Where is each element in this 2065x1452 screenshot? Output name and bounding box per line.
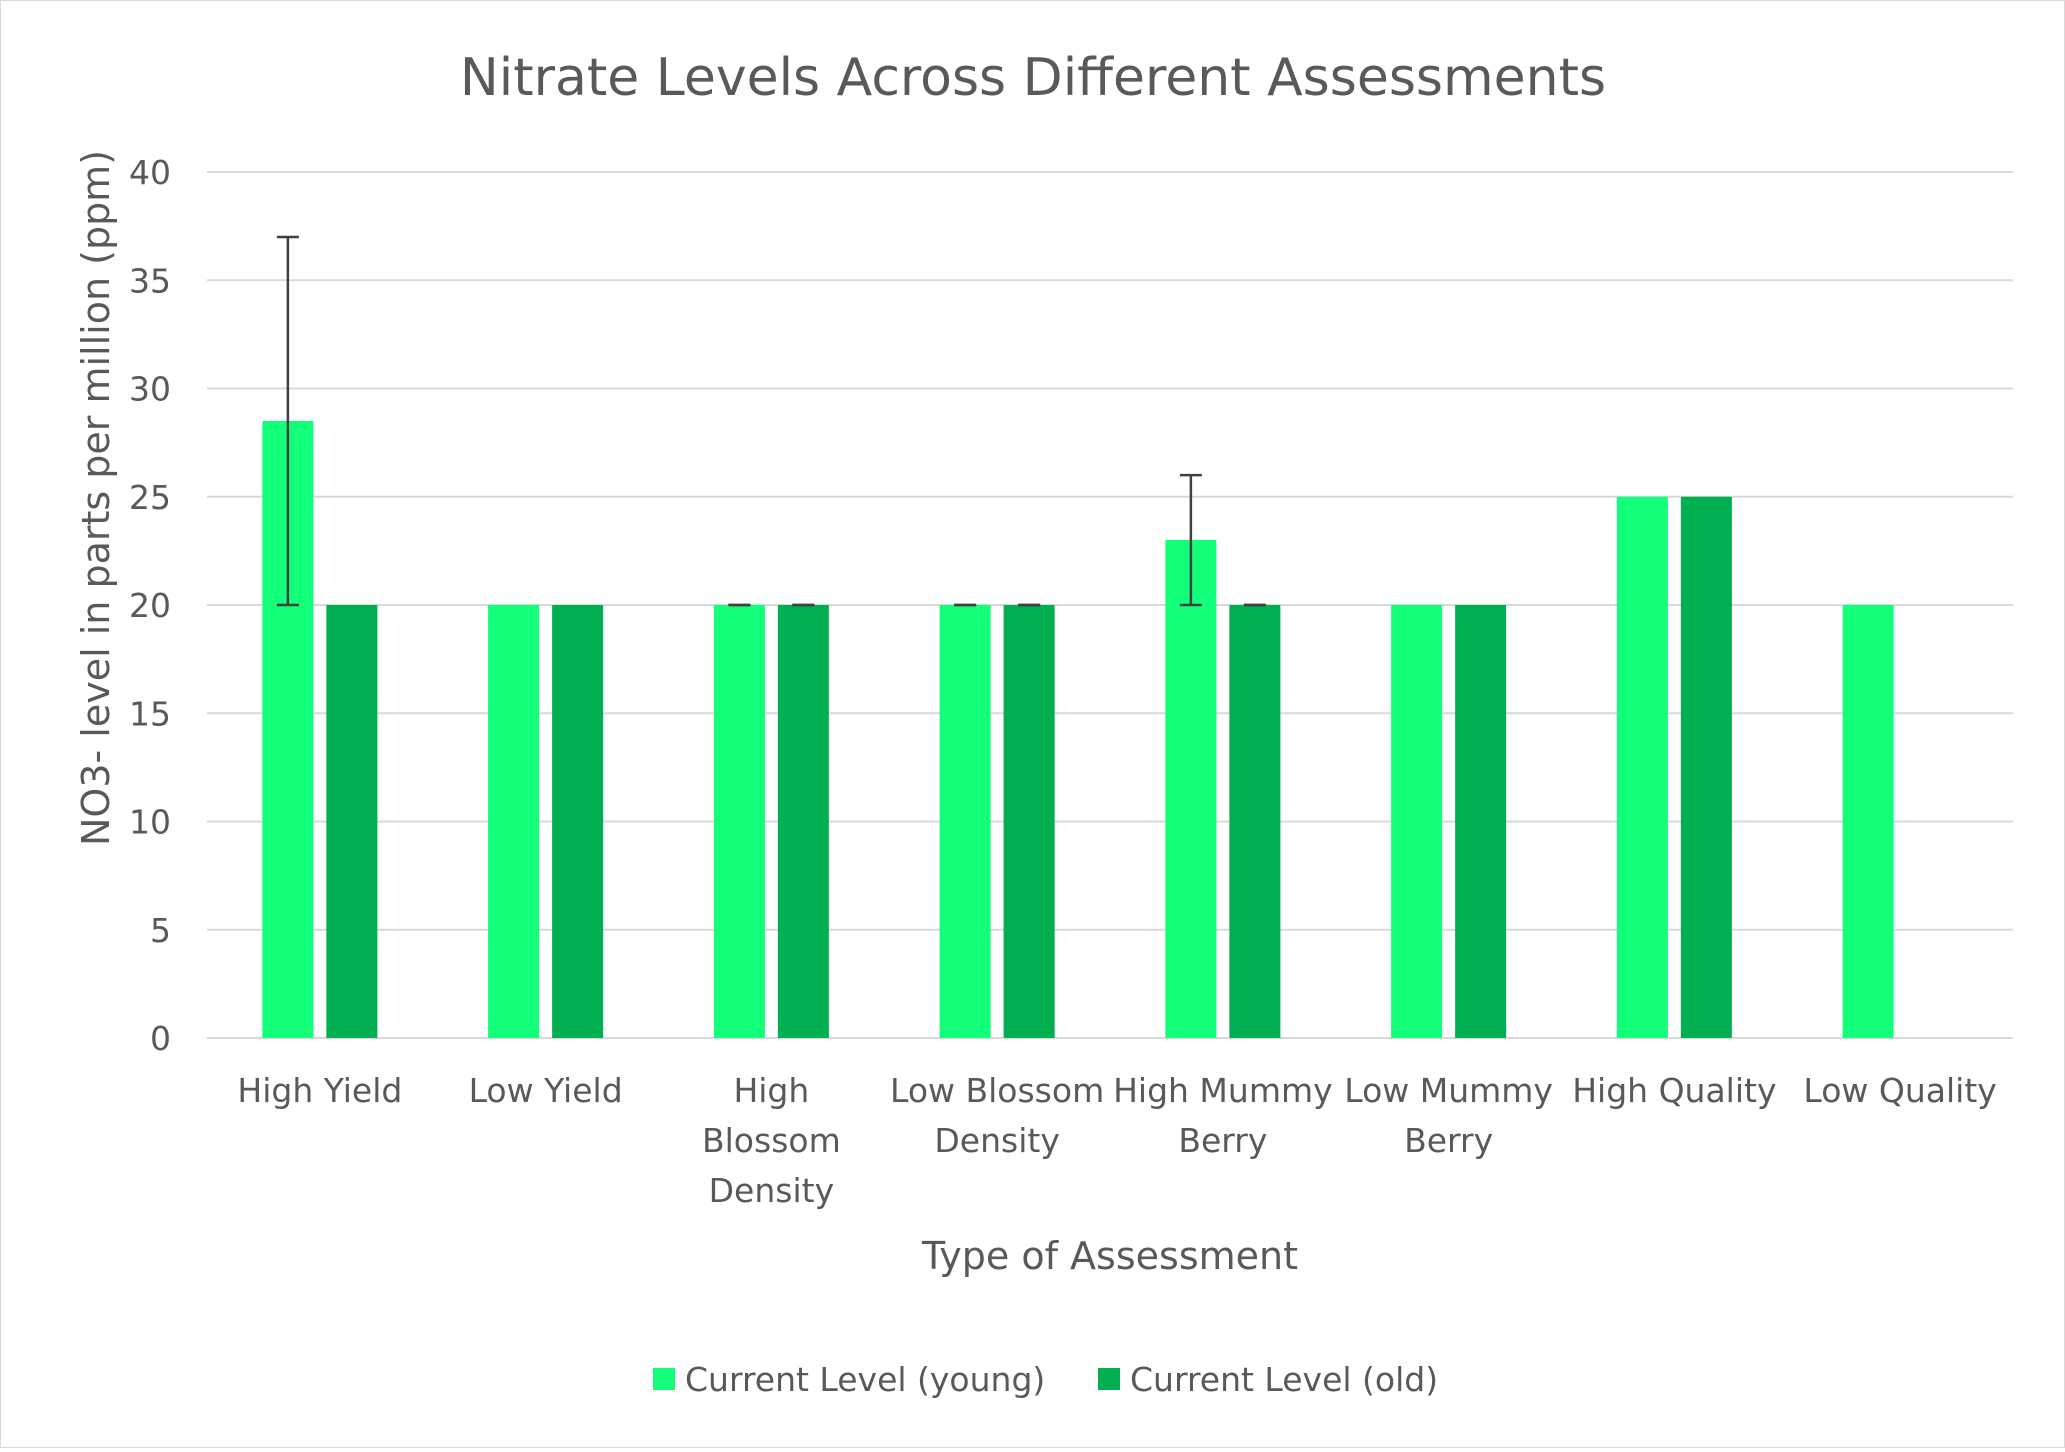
bar-old bbox=[1003, 605, 1055, 1038]
y-tick-label: 30 bbox=[129, 370, 171, 409]
bar-young bbox=[1616, 496, 1668, 1038]
legend-item: Current Level (old) bbox=[1098, 1360, 1438, 1399]
x-category-label: Berry bbox=[1178, 1121, 1267, 1160]
x-category-label: Density bbox=[934, 1121, 1059, 1160]
bar-young bbox=[939, 605, 991, 1038]
gridlines bbox=[207, 171, 2013, 1039]
x-category-label: Low Yield bbox=[469, 1071, 623, 1110]
bar-old bbox=[1455, 605, 1507, 1038]
x-category-label: Low Blossom bbox=[890, 1071, 1104, 1110]
x-axis-title: Type of Assessment bbox=[921, 1234, 1298, 1278]
y-tick-label: 5 bbox=[150, 911, 171, 950]
bar-young bbox=[1842, 605, 1894, 1038]
x-category-label: High bbox=[733, 1071, 809, 1110]
x-category-label: High Yield bbox=[237, 1071, 402, 1110]
legend-label: Current Level (old) bbox=[1130, 1360, 1438, 1399]
x-category-label: High Quality bbox=[1572, 1071, 1776, 1110]
bar-old bbox=[777, 605, 829, 1038]
chart-title: Nitrate Levels Across Different Assessme… bbox=[460, 48, 1606, 108]
legend-swatch bbox=[1098, 1368, 1120, 1390]
error-bars bbox=[276, 235, 1266, 607]
legend-swatch bbox=[653, 1368, 675, 1390]
y-tick-label: 10 bbox=[129, 803, 171, 842]
x-category-label: Low Quality bbox=[1803, 1071, 1996, 1110]
bar-young bbox=[713, 605, 765, 1038]
bar-young bbox=[488, 605, 540, 1038]
legend: Current Level (young) Current Level (old) bbox=[653, 1360, 1438, 1399]
bar-young bbox=[1391, 605, 1443, 1038]
y-tick-label: 20 bbox=[129, 586, 171, 625]
x-category-label: Blossom bbox=[702, 1121, 841, 1160]
y-tick-label: 40 bbox=[129, 153, 171, 192]
error-bar bbox=[1179, 473, 1202, 607]
y-axis-ticks: 0 5 10 15 20 25 30 35 40 bbox=[129, 153, 171, 1058]
bar-old bbox=[1229, 605, 1281, 1038]
legend-label: Current Level (young) bbox=[685, 1360, 1045, 1399]
x-axis-categories: High Yield Low Yield High Blossom Density Low… bbox=[237, 1071, 1996, 1210]
x-category-label: Low Mummy bbox=[1344, 1071, 1553, 1110]
x-category-label: Density bbox=[709, 1171, 834, 1210]
x-category-label: Berry bbox=[1404, 1121, 1493, 1160]
y-axis-title: NO3- level in parts per million (ppm) bbox=[74, 150, 118, 846]
y-tick-label: 35 bbox=[129, 261, 171, 300]
error-bar bbox=[276, 235, 299, 607]
y-tick-label: 25 bbox=[129, 478, 171, 517]
bar-young bbox=[1165, 540, 1217, 1038]
y-tick-label: 0 bbox=[150, 1019, 171, 1058]
y-tick-label: 15 bbox=[129, 694, 171, 733]
x-category-label: High Mummy bbox=[1113, 1071, 1333, 1110]
bar-old bbox=[326, 605, 378, 1038]
legend-item: Current Level (young) bbox=[653, 1360, 1045, 1399]
bar-old bbox=[1680, 496, 1732, 1038]
bars bbox=[262, 420, 1894, 1039]
bar-old bbox=[552, 605, 604, 1038]
